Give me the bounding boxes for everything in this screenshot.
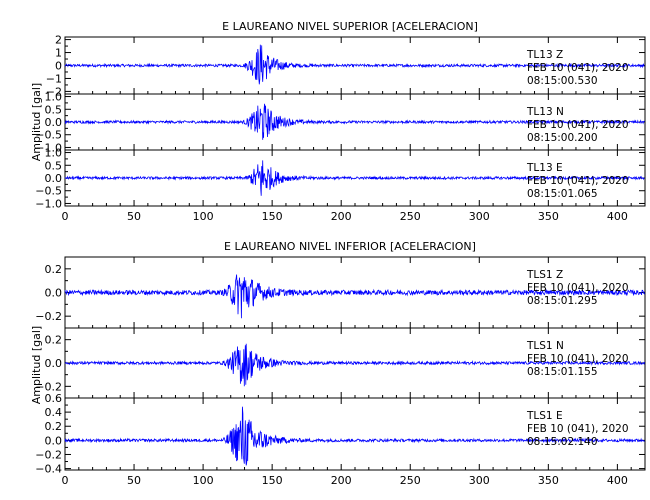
x-tick-label: 250: [400, 474, 421, 487]
y-axis-label: Amplitud [gal]: [30, 83, 43, 161]
y-tick-label: 2: [55, 34, 62, 47]
y-tick-label: −0.2: [35, 380, 62, 393]
y-tick-label: −0.5: [35, 185, 62, 198]
waveform-trace: [64, 274, 645, 319]
x-tick-label: 150: [262, 474, 283, 487]
x-tick-label: 100: [193, 474, 214, 487]
y-tick-label: 0.2: [45, 420, 63, 433]
station-component-label: TLS1 N: [526, 340, 564, 352]
y-tick-label: 0.0: [45, 116, 63, 129]
y-tick-label: −0.2: [35, 310, 62, 323]
waveform-trace: [64, 44, 645, 85]
y-tick-label: −0.4: [35, 463, 62, 476]
waveform-trace: [64, 160, 645, 196]
chart-title: E LAUREANO NIVEL SUPERIOR [ACELERACION]: [222, 20, 478, 33]
x-tick-label: 400: [607, 474, 628, 487]
date-label: FEB 10 (041), 2020: [527, 423, 629, 435]
x-tick-label: 350: [538, 474, 559, 487]
y-tick-label: −1: [46, 72, 62, 85]
y-tick-label: 0.0: [45, 434, 63, 447]
date-label: FEB 10 (041), 2020: [527, 353, 629, 365]
y-tick-label: 1.0: [45, 147, 63, 160]
station-component-label: TL13 Z: [526, 49, 563, 61]
y-tick-label: 0.0: [45, 357, 63, 370]
y-tick-label: 0.2: [45, 334, 63, 347]
y-tick-label: 0.2: [45, 263, 63, 276]
x-tick-label: 350: [538, 210, 559, 223]
x-tick-label: 250: [400, 210, 421, 223]
station-component-label: TL13 E: [526, 162, 563, 174]
x-tick-label: 150: [262, 210, 283, 223]
waveform-trace: [64, 103, 645, 140]
y-tick-label: 0.5: [45, 103, 63, 116]
x-tick-label: 400: [607, 210, 628, 223]
x-tick-label: 300: [469, 210, 490, 223]
start-time-label: 08:15:01.295: [527, 295, 598, 307]
station-component-label: TLS1 E: [526, 410, 563, 422]
lower-level-chart: E LAUREANO NIVEL INFERIOR [ACELERACION] …: [30, 240, 646, 487]
x-tick-label: 100: [193, 210, 214, 223]
date-label: FEB 10 (041), 2020: [527, 119, 629, 131]
chart-title: E LAUREANO NIVEL INFERIOR [ACELERACION]: [224, 240, 476, 253]
x-tick-label: 50: [127, 210, 141, 223]
start-time-label: 08:15:00.200: [527, 132, 598, 144]
y-tick-label: 0.0: [45, 172, 63, 185]
start-time-label: 08:15:01.065: [527, 188, 598, 200]
start-time-label: 08:15:02.140: [527, 436, 598, 448]
date-label: FEB 10 (041), 2020: [527, 62, 629, 74]
x-tick-label: 200: [331, 474, 352, 487]
y-tick-label: 1.0: [45, 91, 63, 104]
y-tick-label: −2: [46, 85, 62, 98]
y-tick-label: −1.0: [35, 141, 62, 154]
x-tick-label: 0: [62, 210, 69, 223]
y-tick-label: 0.5: [45, 159, 63, 172]
station-component-label: TL13 N: [526, 106, 564, 118]
y-tick-label: −0.5: [35, 129, 62, 142]
x-tick-label: 0: [62, 474, 69, 487]
y-axis-label: Amplitud [gal]: [30, 326, 43, 404]
x-tick-label: 300: [469, 474, 490, 487]
date-label: FEB 10 (041), 2020: [527, 282, 629, 294]
y-tick-label: 0.6: [45, 392, 63, 405]
waveform-trace: [64, 406, 645, 466]
y-tick-label: 0.4: [45, 406, 63, 419]
date-label: FEB 10 (041), 2020: [527, 175, 629, 187]
x-tick-label: 50: [127, 474, 141, 487]
station-component-label: TLS1 Z: [526, 269, 563, 281]
start-time-label: 08:15:00.530: [527, 75, 598, 87]
y-tick-label: 0: [55, 60, 62, 73]
start-time-label: 08:15:01.155: [527, 366, 598, 378]
y-tick-label: 1: [55, 47, 62, 60]
x-tick-label: 200: [331, 210, 352, 223]
upper-level-chart: E LAUREANO NIVEL SUPERIOR [ACELERACION] …: [30, 20, 646, 223]
y-tick-label: 0.0: [45, 287, 63, 300]
y-tick-label: −1.0: [35, 197, 62, 210]
y-tick-label: −0.2: [35, 448, 62, 461]
waveform-trace: [64, 343, 645, 387]
